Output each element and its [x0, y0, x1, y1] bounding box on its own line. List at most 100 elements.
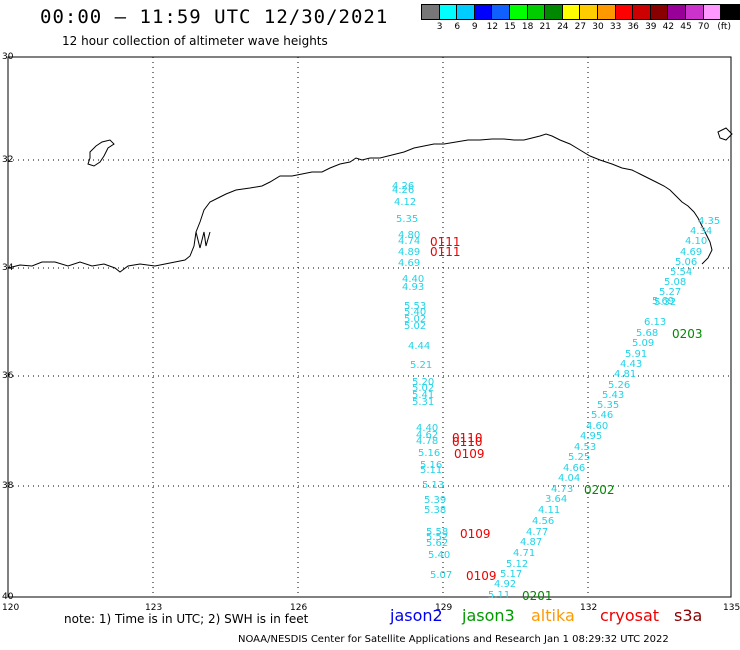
wave-height-label: 5.16: [420, 460, 442, 471]
wave-height-label: 5.62: [426, 538, 448, 549]
wave-height-label: 5.68: [636, 328, 658, 339]
lat-label-40: 40: [2, 592, 14, 602]
wave-height-label: 4.35: [698, 216, 720, 227]
lat-label-36: 36: [2, 371, 14, 381]
legend-label: 70: [697, 22, 710, 32]
wave-height-label: 5.27: [659, 287, 681, 298]
wave-height-label: 5.38: [424, 505, 446, 516]
legend-swatch: [491, 4, 511, 20]
pass-time-label: 0111: [430, 245, 461, 259]
wave-height-label: 5.13: [422, 480, 444, 491]
wave-height-label: 5.08: [664, 277, 686, 288]
legend-swatch: [702, 4, 723, 20]
lon-label-123: 123: [145, 603, 163, 613]
pass-time-label: 0109: [460, 527, 491, 541]
legend-label: 33: [609, 22, 622, 32]
spencer-gulf-detail: [195, 231, 211, 249]
map-subtitle: 12 hour collection of altimeter wave hei…: [62, 34, 328, 48]
map-grid: [8, 57, 731, 597]
wave-height-label: 5.02: [404, 314, 426, 325]
lon-label-120: 120: [2, 603, 20, 613]
wave-height-label: 4.12: [394, 197, 416, 208]
wave-height-label: 4.80: [398, 230, 420, 241]
wave-height-label: 4.34: [690, 226, 712, 237]
wave-height-label: 5.11: [420, 465, 442, 476]
lat-label-34: 34: [2, 263, 14, 273]
legend-swatch: [632, 4, 652, 20]
wave-height-label: 4.69: [398, 258, 420, 269]
wave-height-label: 4.62: [416, 430, 438, 441]
lat-label-38: 38: [2, 481, 14, 491]
legend-swatch: [720, 4, 740, 20]
wave-height-label: 4.95: [580, 431, 602, 442]
wave-height-label: 6.13: [644, 317, 666, 328]
lon-label-129: 129: [435, 603, 453, 613]
legend-label: 6: [454, 22, 461, 32]
legend-label: 3: [436, 22, 443, 32]
pass-time-label: 0110: [452, 431, 483, 445]
pass-time-label: 0110: [452, 435, 483, 449]
legend-label: 30: [592, 22, 604, 32]
legend-label: 9: [471, 22, 478, 32]
wave-height-label: 4.26: [392, 185, 414, 196]
legend-swatch: [438, 4, 459, 20]
pass-time-label: 0111: [430, 235, 461, 249]
lon-label-126: 126: [290, 603, 308, 613]
satellite-label-cryosat: cryosat: [600, 606, 660, 625]
legend-label: 27: [574, 22, 587, 32]
satellite-label-altika: altika: [531, 606, 575, 625]
wave-height-label: 4.10: [685, 236, 707, 247]
legend-swatch: [526, 4, 547, 20]
wave-height-label: 5.39: [424, 495, 446, 506]
wave-height-label: 5.17: [500, 569, 522, 580]
wave-height-label: 4.56: [532, 516, 554, 527]
satellite-label-s3a: s3a: [674, 606, 703, 625]
legend-swatch: [685, 4, 705, 20]
wave-height-label: 5.91: [625, 349, 647, 360]
wave-height-label: 5.02: [404, 321, 426, 332]
wave-height-label: 5.58: [426, 527, 448, 538]
wave-height-label: 4.71: [513, 548, 535, 559]
satellite-label-jason2: jason2: [390, 606, 443, 625]
wave-height-label: 4.40: [416, 423, 438, 434]
wave-height-label: 4.92: [494, 579, 516, 590]
wave-height-label: 5.31: [412, 397, 434, 408]
legend-label: 24: [557, 22, 569, 32]
legend-label: (ft): [717, 22, 731, 32]
legend-label: 15: [504, 22, 516, 32]
wave-height-label: 5.40: [404, 307, 426, 318]
wave-height-label: 4.78: [416, 436, 438, 447]
legend-label: 42: [662, 22, 675, 32]
wave-height-label: 4.93: [402, 282, 424, 293]
wave-height-label: 4.74: [398, 236, 420, 247]
wave-height-label: 4.53: [574, 442, 596, 453]
wave-height-label: 4.40: [402, 274, 424, 285]
eastern-islands-outline: [717, 127, 733, 141]
wave-height-label: 3.64: [545, 494, 567, 505]
wave-height-label: 4.43: [620, 359, 642, 370]
wave-height-label: 4.89: [398, 247, 420, 258]
wave-height-label: 4.69: [680, 247, 702, 258]
pass-time-label: 0202: [584, 483, 615, 497]
wave-height-label: 5.35: [396, 214, 418, 225]
wave-height-label: 5.69: [652, 296, 674, 307]
legend-swatch: [614, 4, 635, 20]
lon-label-132: 132: [580, 603, 598, 613]
map-title: 00:00 – 11:59 UTC 12/30/2021: [40, 6, 389, 28]
wave-height-label: 4.66: [563, 463, 585, 474]
legend-label: 39: [645, 22, 657, 32]
legend-swatch: [544, 4, 564, 20]
legend-label: 12: [486, 22, 499, 32]
pass-time-label: 0109: [454, 447, 485, 461]
wave-height-label: 4.77: [526, 527, 548, 538]
wave-height-label: 5.54: [670, 267, 692, 278]
wave-height-label: 5.06: [675, 257, 697, 268]
legend-swatch: [509, 4, 529, 20]
wave-height-label: 5.26: [608, 380, 630, 391]
wave-height-label: 5.07: [430, 570, 452, 581]
wave-height-label: 5.41: [412, 390, 434, 401]
lon-label-135: 135: [723, 603, 740, 613]
wave-height-label: 5.53: [404, 301, 426, 312]
wave-height-label: 4.11: [538, 505, 560, 516]
